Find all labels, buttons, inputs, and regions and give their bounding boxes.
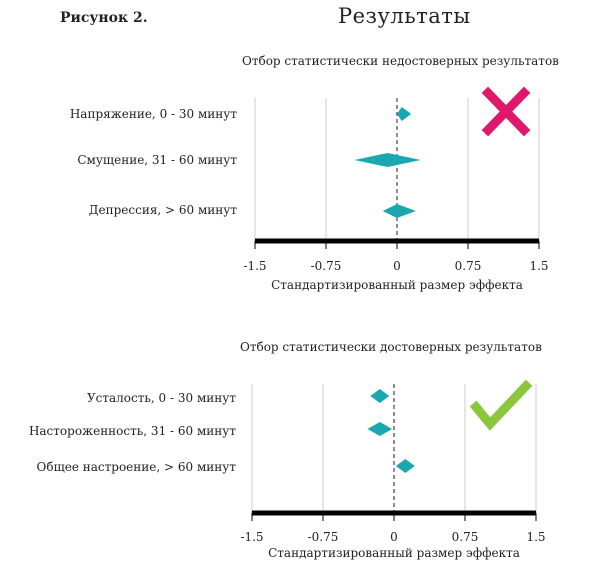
panel-2-tick-label: 0 <box>390 530 398 544</box>
panel-2: Отбор статистически достоверных результа… <box>29 340 546 560</box>
panel-2-tick-label: 0.75 <box>452 530 479 544</box>
figure-label: Рисунок 2. <box>60 10 148 26</box>
panel-2-category-label: Настороженность, 31 - 60 минут <box>29 424 236 438</box>
page-title: Результаты <box>338 4 471 28</box>
panel-2-tick-label: -1.5 <box>240 530 263 544</box>
effect-diamond <box>382 204 416 218</box>
panel-1: Отбор статистически недостоверных резуль… <box>70 54 559 292</box>
panel-1-marks <box>254 98 540 249</box>
panel-2-subtitle: Отбор статистически достоверных результа… <box>240 340 542 354</box>
effect-diamond <box>395 459 415 473</box>
cross-icon <box>481 86 531 137</box>
panel-1-subtitle: Отбор статистически недостоверных резуль… <box>242 54 559 68</box>
panel-1-tick-label: -0.75 <box>311 259 342 273</box>
panel-2-tick-label: 1.5 <box>526 530 545 544</box>
panel-1-category-label: Смущение, 31 - 60 минут <box>77 153 237 167</box>
panel-2-marks <box>251 384 537 521</box>
panel-1-tick-label: -1.5 <box>243 259 266 273</box>
effect-diamond <box>367 422 393 436</box>
panel-1-category-label: Депрессия, > 60 минут <box>89 203 238 217</box>
panel-1-tick-label: 0.75 <box>455 259 482 273</box>
effect-diamond <box>354 153 421 167</box>
panel-2-tick-label: -0.75 <box>308 530 339 544</box>
panel-1-tick-label: 1.5 <box>529 259 548 273</box>
panel-1-category-label: Напряжение, 0 - 30 минут <box>70 107 238 121</box>
panel-2-category-label: Усталость, 0 - 30 минут <box>87 391 236 405</box>
panel-2-x-axis-label: Стандартизированный размер эффекта <box>268 546 520 560</box>
panel-1-x-axis-label: Стандартизированный размер эффекта <box>271 278 523 292</box>
panel-1-tick-label: 0 <box>393 259 401 273</box>
check-icon <box>469 379 533 431</box>
effect-diamond <box>370 389 390 403</box>
panel-2-category-label: Общее настроение, > 60 минут <box>37 460 237 474</box>
effect-diamond <box>397 107 412 121</box>
